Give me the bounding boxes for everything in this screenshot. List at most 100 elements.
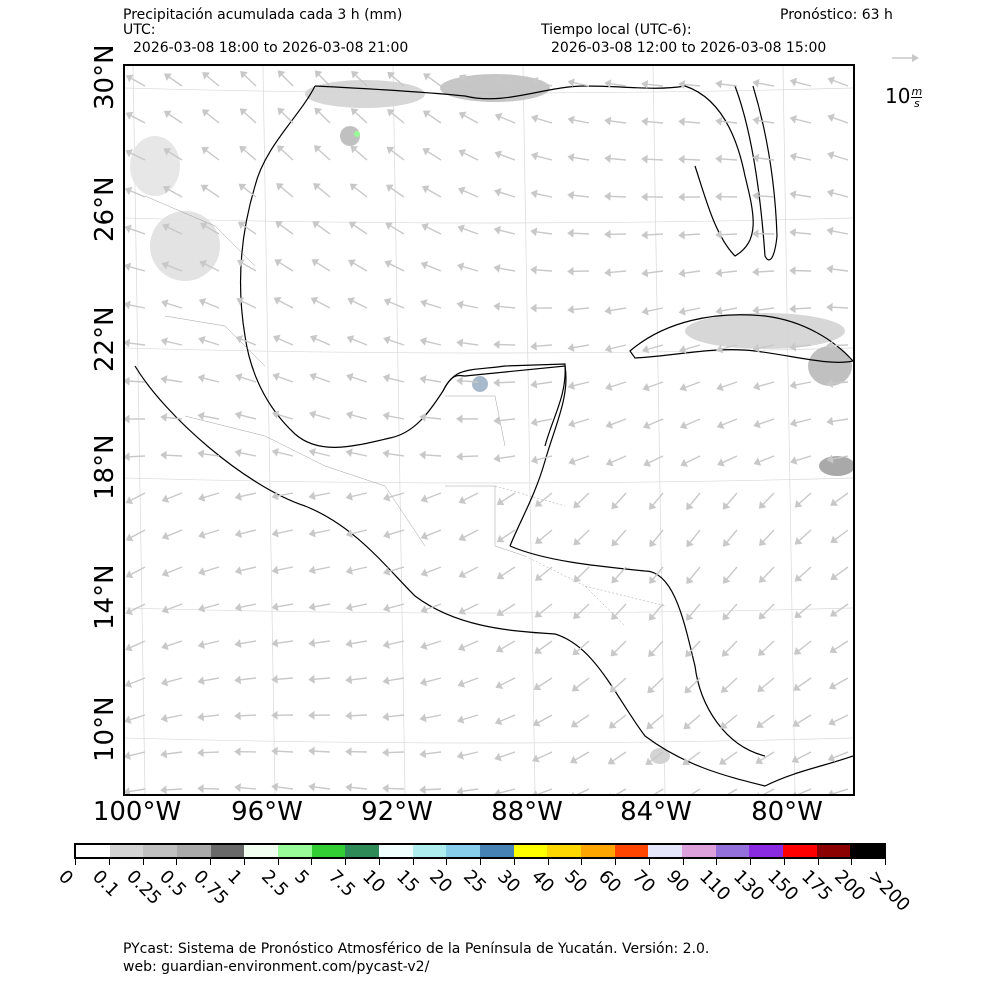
wind-arrow <box>234 675 257 685</box>
lon-label-100w: 100°W <box>92 797 182 827</box>
wind-arrow <box>456 786 479 794</box>
wind-arrow <box>125 376 146 386</box>
wind-arrow <box>382 676 405 686</box>
colorbar-tick-label: 0.75 <box>189 866 233 910</box>
local-time-label: Tiempo local (UTC-6): <box>541 22 692 38</box>
wind-arrow <box>161 640 183 651</box>
colorbar-cell <box>850 845 885 857</box>
political-borders <box>144 195 666 627</box>
colorbar-tick-label: 60 <box>594 866 626 898</box>
wind-arrow <box>649 492 664 510</box>
wind-arrow <box>234 639 257 649</box>
wind-arrow <box>715 154 738 164</box>
wind-arrow <box>198 336 220 346</box>
wind-arrow <box>494 751 516 762</box>
wind-arrow <box>125 111 146 124</box>
wind-arrow <box>642 418 664 430</box>
wind-arrow <box>789 304 812 314</box>
wind-arrow <box>605 455 627 467</box>
wind-arrow <box>422 147 442 161</box>
wind-arrow <box>715 306 738 316</box>
wind-arrow <box>308 782 331 792</box>
wind-arrow <box>794 603 812 619</box>
wind-arrow <box>420 566 442 577</box>
wind-arrow <box>308 528 331 538</box>
wind-arrow <box>531 77 553 87</box>
wind-arrow <box>649 566 664 584</box>
colorbar-tick-label: 0 <box>54 866 78 889</box>
lat-label-22n: 22°N <box>90 306 120 372</box>
colorbar-cell <box>749 845 784 857</box>
wind-arrow <box>794 529 812 545</box>
wind-arrow <box>679 344 701 354</box>
wind-arrow <box>423 73 442 87</box>
wind-arrow <box>757 640 775 656</box>
wind-arrow <box>456 300 479 310</box>
wind-arrow <box>607 751 627 765</box>
colorbar-tick-label: 70 <box>627 866 659 898</box>
wind-arrow <box>125 414 146 424</box>
wind-arrow <box>828 788 849 794</box>
wind-arrow <box>752 267 775 277</box>
wind-arrow <box>567 228 590 238</box>
wind-arrow <box>715 116 738 126</box>
wind-arrow <box>573 529 590 546</box>
colorbar-tick-mark <box>75 859 76 865</box>
wind-arrow <box>758 492 775 509</box>
wind-arrow <box>200 222 220 235</box>
wind-arrow <box>312 221 331 235</box>
wind-arrow <box>604 344 627 353</box>
wind-arrow <box>383 297 405 309</box>
wind-reference-arrow <box>892 54 919 62</box>
wind-arrow <box>276 183 294 198</box>
map-panel <box>123 64 855 796</box>
wind-arrow <box>647 788 664 794</box>
colorbar-cell <box>379 845 413 857</box>
wind-arrow <box>198 566 220 576</box>
meridian-line <box>392 66 406 794</box>
caribbean-coast <box>509 545 766 757</box>
wind-arrow <box>345 675 368 685</box>
wind-arrow <box>239 145 257 161</box>
wind-arrow <box>826 416 849 426</box>
yucatan-peninsula <box>442 363 566 447</box>
wind-arrow <box>125 149 146 161</box>
wind-arrow <box>679 418 701 430</box>
colorbar-tick-label: 1 <box>222 866 246 889</box>
wind-arrow <box>197 449 220 459</box>
colorbar-cell <box>783 845 817 857</box>
colorbar-cell <box>412 845 447 857</box>
wind-arrow <box>271 674 294 684</box>
wind-arrow <box>125 338 146 348</box>
colorbar-tick-label: >200 <box>864 866 914 916</box>
wind-arrow <box>678 268 701 278</box>
lat-label-18n: 18°N <box>90 434 120 500</box>
colorbar-tick-label: 90 <box>661 866 693 898</box>
wind-arrow <box>419 785 442 794</box>
wind-arrow <box>722 566 738 584</box>
wind-arrow <box>493 302 516 311</box>
wind-arrow <box>345 448 368 458</box>
wind-arrow <box>234 711 257 721</box>
colorbar-cell <box>278 845 312 857</box>
wind-arrow <box>345 602 368 612</box>
wind-arrow <box>382 373 405 383</box>
wind-arrow <box>604 154 627 164</box>
wind-arrow <box>722 529 738 547</box>
wind-arrow <box>382 603 405 613</box>
wind-arrow <box>234 566 257 575</box>
wind-arrow <box>752 343 775 353</box>
wind-arrow <box>679 381 701 392</box>
colorbar-tick-mark <box>243 859 245 865</box>
wind-arrow <box>308 602 331 612</box>
wind-arrow <box>198 298 220 309</box>
wind-arrow <box>271 491 294 501</box>
wind-arrow <box>420 640 442 650</box>
colorbar-tick-label: 25 <box>459 866 491 898</box>
wind-arrow <box>683 714 701 730</box>
colorbar-tick-mark <box>783 859 785 865</box>
wind-arrow <box>161 566 183 577</box>
wind-arrow <box>567 190 590 200</box>
wind-arrow <box>345 747 368 757</box>
wind-arrow <box>197 712 220 722</box>
